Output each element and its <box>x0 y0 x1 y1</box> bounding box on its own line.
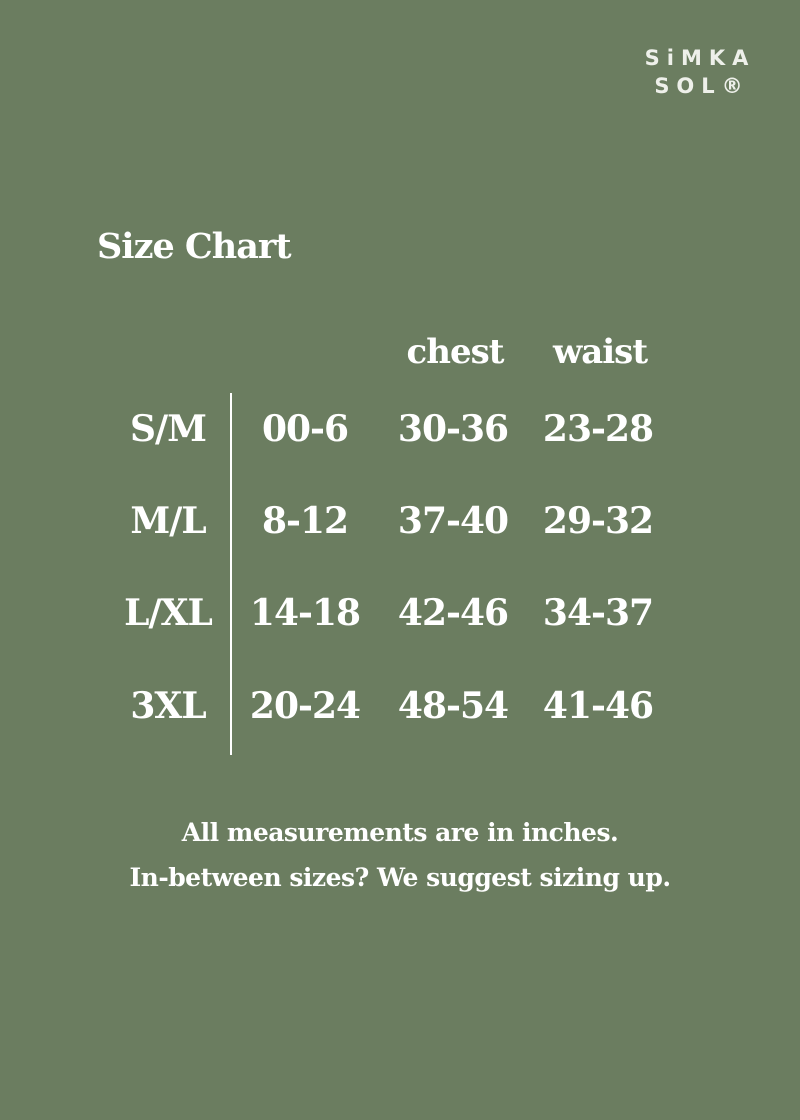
size-label: M/L <box>130 500 206 542</box>
table-cell: 42-46 <box>397 592 509 634</box>
size-label: 3XL <box>130 685 206 727</box>
page-title: Size Chart <box>97 226 291 267</box>
table-cell: 23-28 <box>542 408 654 450</box>
table-cell: 29-32 <box>542 500 654 542</box>
logo-line-1: SiMKA <box>644 46 756 70</box>
footer-note-2: In-between sizes? We suggest sizing up. <box>129 863 671 892</box>
header-waist: waist <box>552 332 648 372</box>
table-cell: 14-18 <box>249 592 361 634</box>
size-label: L/XL <box>124 592 213 634</box>
table-cell: 34-37 <box>542 592 654 634</box>
size-label: S/M <box>130 408 207 450</box>
table-cell: 00-6 <box>261 408 349 450</box>
footer-note-1: All measurements are in inches. <box>181 818 619 847</box>
table-cell: 48-54 <box>397 685 509 727</box>
table-cell: 30-36 <box>397 408 509 450</box>
header-chest: chest <box>406 332 505 372</box>
logo-line-2: SOL® <box>654 74 750 98</box>
brand-logo: SiMKA SOL® <box>638 44 762 100</box>
table-cell: 41-46 <box>542 685 654 727</box>
column-divider <box>230 393 232 755</box>
table-cell: 37-40 <box>397 500 509 542</box>
table-cell: 20-24 <box>249 685 361 727</box>
table-cell: 8-12 <box>261 500 349 542</box>
